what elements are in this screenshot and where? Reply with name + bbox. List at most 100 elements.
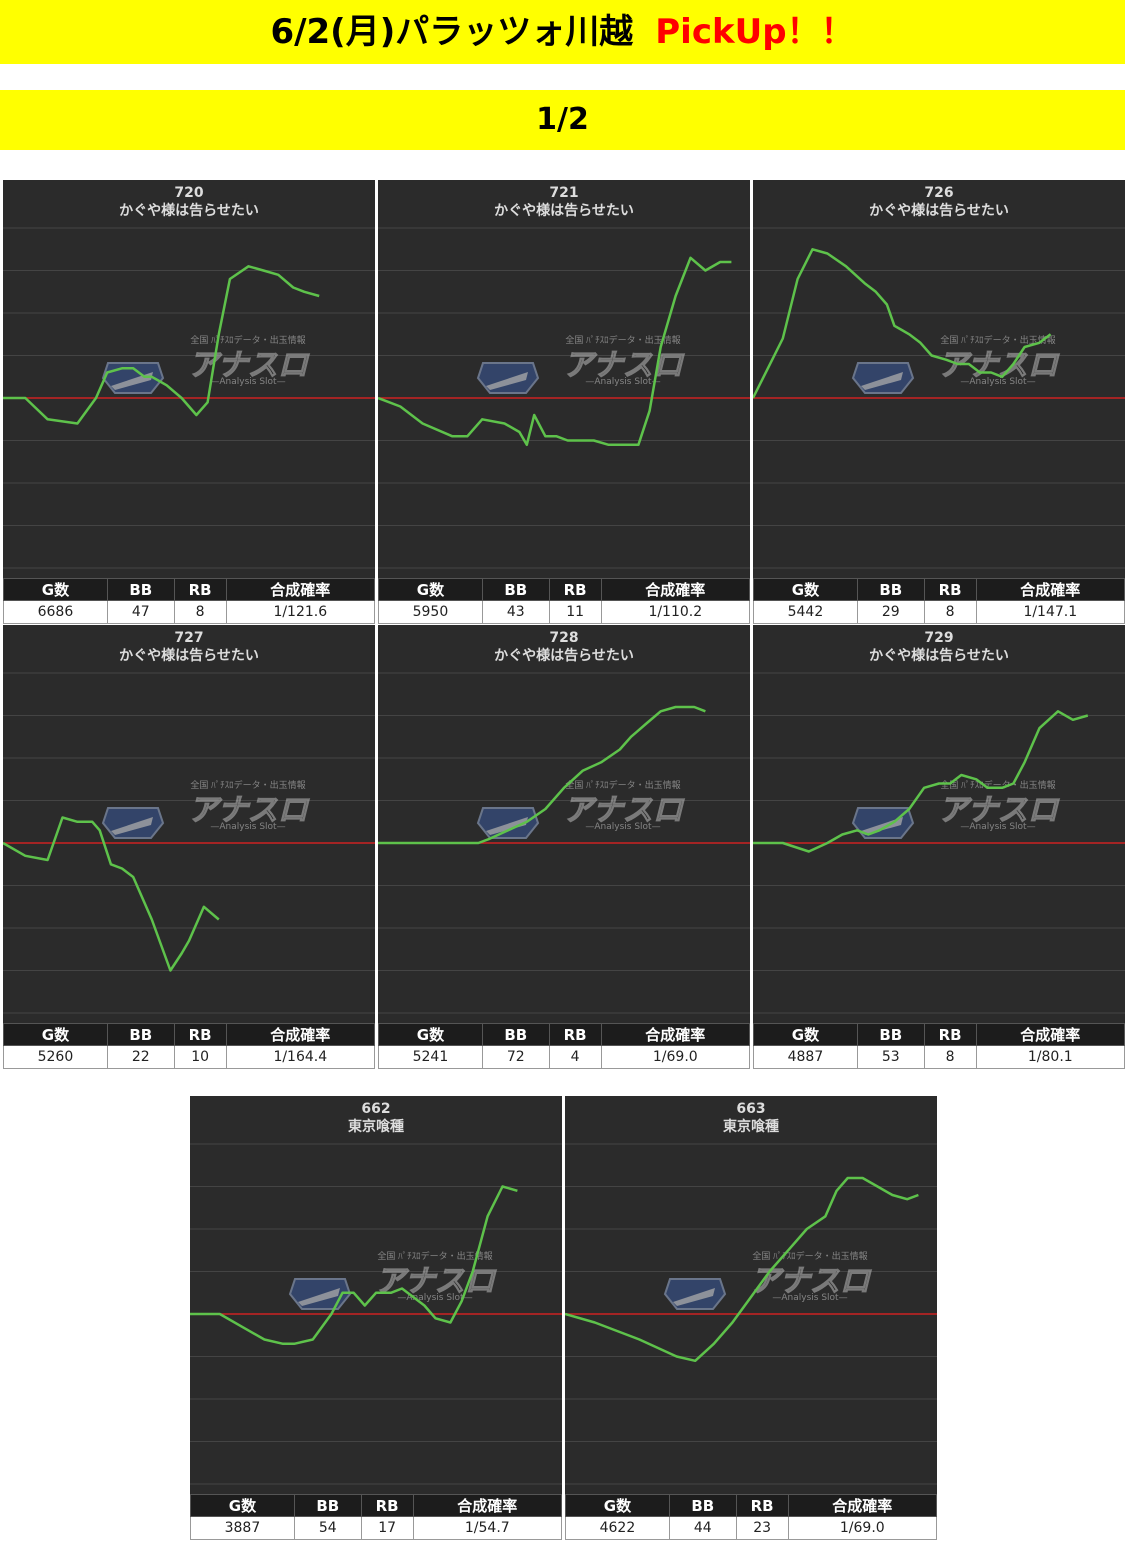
machine-number: 727 xyxy=(174,630,204,646)
stats-header-cell: BB xyxy=(668,1494,737,1517)
watermark-logo: アナスロ xyxy=(188,348,309,383)
watermark-subtitle: —Analysis Slot— xyxy=(960,822,1035,832)
watermark-subtitle: —Analysis Slot— xyxy=(397,1293,472,1303)
stats-value-cell: 5442 xyxy=(753,600,858,624)
shield-stripe-icon xyxy=(861,372,903,390)
machine-number: 662 xyxy=(361,1101,391,1117)
stats-value-cell: 72 xyxy=(481,1045,550,1069)
slump-line xyxy=(3,265,320,425)
machine-panel-663: 全国 ﾊﾟﾁｽﾛデータ・出玉情報 アナスロ —Analysis Slot— 663 東京… xyxy=(565,1096,938,1541)
title-banner: 6/2(月)パラッツォ川越 PickUp！！ xyxy=(0,0,1125,64)
stats-header-cell: RB xyxy=(923,1023,977,1046)
watermark-tagline: 全国 ﾊﾟﾁｽﾛデータ・出玉情報 xyxy=(190,779,305,791)
watermark-tagline: 全国 ﾊﾟﾁｽﾛデータ・出玉情報 xyxy=(190,334,305,346)
chart-area: 全国 ﾊﾟﾁｽﾛデータ・出玉情報 アナスロ —Analysis Slot— 662 東京… xyxy=(190,1096,562,1494)
machine-number: 728 xyxy=(549,630,579,646)
model-name: かぐや様は告らせたい xyxy=(119,203,259,219)
stats-header-cell: G数 xyxy=(378,578,483,601)
chart-header: 720 かぐや様は告らせたい xyxy=(3,184,375,220)
stats-header-cell: BB xyxy=(481,1023,550,1046)
shield-stripe-icon xyxy=(486,372,528,390)
watermark-tagline: 全国 ﾊﾟﾁｽﾛデータ・出玉情報 xyxy=(940,334,1055,346)
model-name: かぐや様は告らせたい xyxy=(869,203,1009,219)
stats-header-cell: 合成確率 xyxy=(412,1494,563,1517)
stats-value-cell: 17 xyxy=(360,1516,414,1540)
slump-line xyxy=(190,1185,518,1346)
watermark-tagline: 全国 ﾊﾟﾁｽﾛデータ・出玉情報 xyxy=(940,779,1055,791)
machine-number: 721 xyxy=(549,185,579,201)
stats-value-cell: 4622 xyxy=(565,1516,670,1540)
stats-value-cell: 4 xyxy=(548,1045,602,1069)
watermark-tagline: 全国 ﾊﾟﾁｽﾛデータ・出玉情報 xyxy=(752,1250,867,1262)
table-row: 5260 22 10 1/164.4 xyxy=(3,1045,376,1069)
model-name: かぐや様は告らせたい xyxy=(119,648,259,664)
chart-area: 全国 ﾊﾟﾁｽﾛデータ・出玉情報 アナスロ —Analysis Slot— 663 東京… xyxy=(565,1096,937,1494)
table-row: 6686 47 8 1/121.6 xyxy=(3,600,376,624)
stats-header-cell: 合成確率 xyxy=(600,578,751,601)
stats-header-cell: RB xyxy=(548,1023,602,1046)
watermark-subtitle: —Analysis Slot— xyxy=(210,377,285,387)
stats-value-cell: 53 xyxy=(856,1045,925,1069)
stats-header-cell: G数 xyxy=(565,1494,670,1517)
stats-table: G数 BB RB 合成確率 5442 29 8 1/147.1 xyxy=(753,578,1125,624)
stats-header-cell: 合成確率 xyxy=(600,1023,751,1046)
stats-value-cell: 1/147.1 xyxy=(975,600,1125,624)
stats-header-cell: BB xyxy=(106,1023,175,1046)
table-row: 3887 54 17 1/54.7 xyxy=(190,1516,563,1540)
watermark-logo: アナスロ xyxy=(563,793,684,828)
watermark-logo: アナスロ xyxy=(188,793,309,828)
slump-line xyxy=(378,256,732,447)
machine-panel-721: 全国 ﾊﾟﾁｽﾛデータ・出玉情報 アナスロ —Analysis Slot— 721 かぐ… xyxy=(378,180,751,625)
stats-value-cell: 1/121.6 xyxy=(225,600,376,624)
stats-value-cell: 47 xyxy=(106,600,175,624)
machine-panel-727: 全国 ﾊﾟﾁｽﾛデータ・出玉情報 アナスロ —Analysis Slot— 727 かぐ… xyxy=(3,625,376,1070)
watermark-logo: アナスロ xyxy=(375,1264,496,1299)
stats-header-cell: RB xyxy=(173,578,227,601)
stats-header-cell: RB xyxy=(735,1494,789,1517)
slump-line xyxy=(753,710,1089,853)
stats-value-cell: 1/54.7 xyxy=(412,1516,563,1540)
page-title: 6/2(月)パラッツォ川越 xyxy=(270,12,634,52)
model-name: かぐや様は告らせたい xyxy=(869,648,1009,664)
stats-value-cell: 1/69.0 xyxy=(787,1516,938,1540)
chart-header: 729 かぐや様は告らせたい xyxy=(753,629,1125,665)
stats-header-cell: 合成確率 xyxy=(975,578,1125,601)
slump-line xyxy=(565,1176,919,1363)
table-row: 5442 29 8 1/147.1 xyxy=(753,600,1125,624)
stats-value-cell: 23 xyxy=(735,1516,789,1540)
stats-header-cell: RB xyxy=(923,578,977,601)
stats-value-cell: 54 xyxy=(293,1516,362,1540)
chart-header: 726 かぐや様は告らせたい xyxy=(753,184,1125,220)
watermark-logo: アナスロ xyxy=(938,793,1059,828)
stats-table: G数 BB RB 合成確率 6686 47 8 1/121.6 xyxy=(3,578,376,624)
stats-value-cell: 22 xyxy=(106,1045,175,1069)
watermark-subtitle: —Analysis Slot— xyxy=(772,1293,847,1303)
stats-header-cell: G数 xyxy=(3,578,108,601)
stats-value-cell: 5241 xyxy=(378,1045,483,1069)
shield-stripe-icon xyxy=(298,1288,340,1306)
watermark-tagline: 全国 ﾊﾟﾁｽﾛデータ・出玉情報 xyxy=(377,1250,492,1262)
stats-header-cell: 合成確率 xyxy=(787,1494,938,1517)
stats-header-cell: 合成確率 xyxy=(975,1023,1125,1046)
slump-line xyxy=(378,705,706,845)
machine-panel-720: 全国 ﾊﾟﾁｽﾛデータ・出玉情報アナスロ —Analysis Slot— 720 かぐ… xyxy=(3,180,376,625)
stats-header-cell: BB xyxy=(106,578,175,601)
stats-header-cell: G数 xyxy=(190,1494,295,1517)
watermark-logo: アナスロ xyxy=(938,348,1059,383)
stats-value-cell: 3887 xyxy=(190,1516,295,1540)
watermark-logo: アナスロ xyxy=(563,348,684,383)
watermark-tagline: 全国 ﾊﾟﾁｽﾛデータ・出玉情報 xyxy=(565,779,680,791)
table-row: 4622 44 23 1/69.0 xyxy=(565,1516,938,1540)
